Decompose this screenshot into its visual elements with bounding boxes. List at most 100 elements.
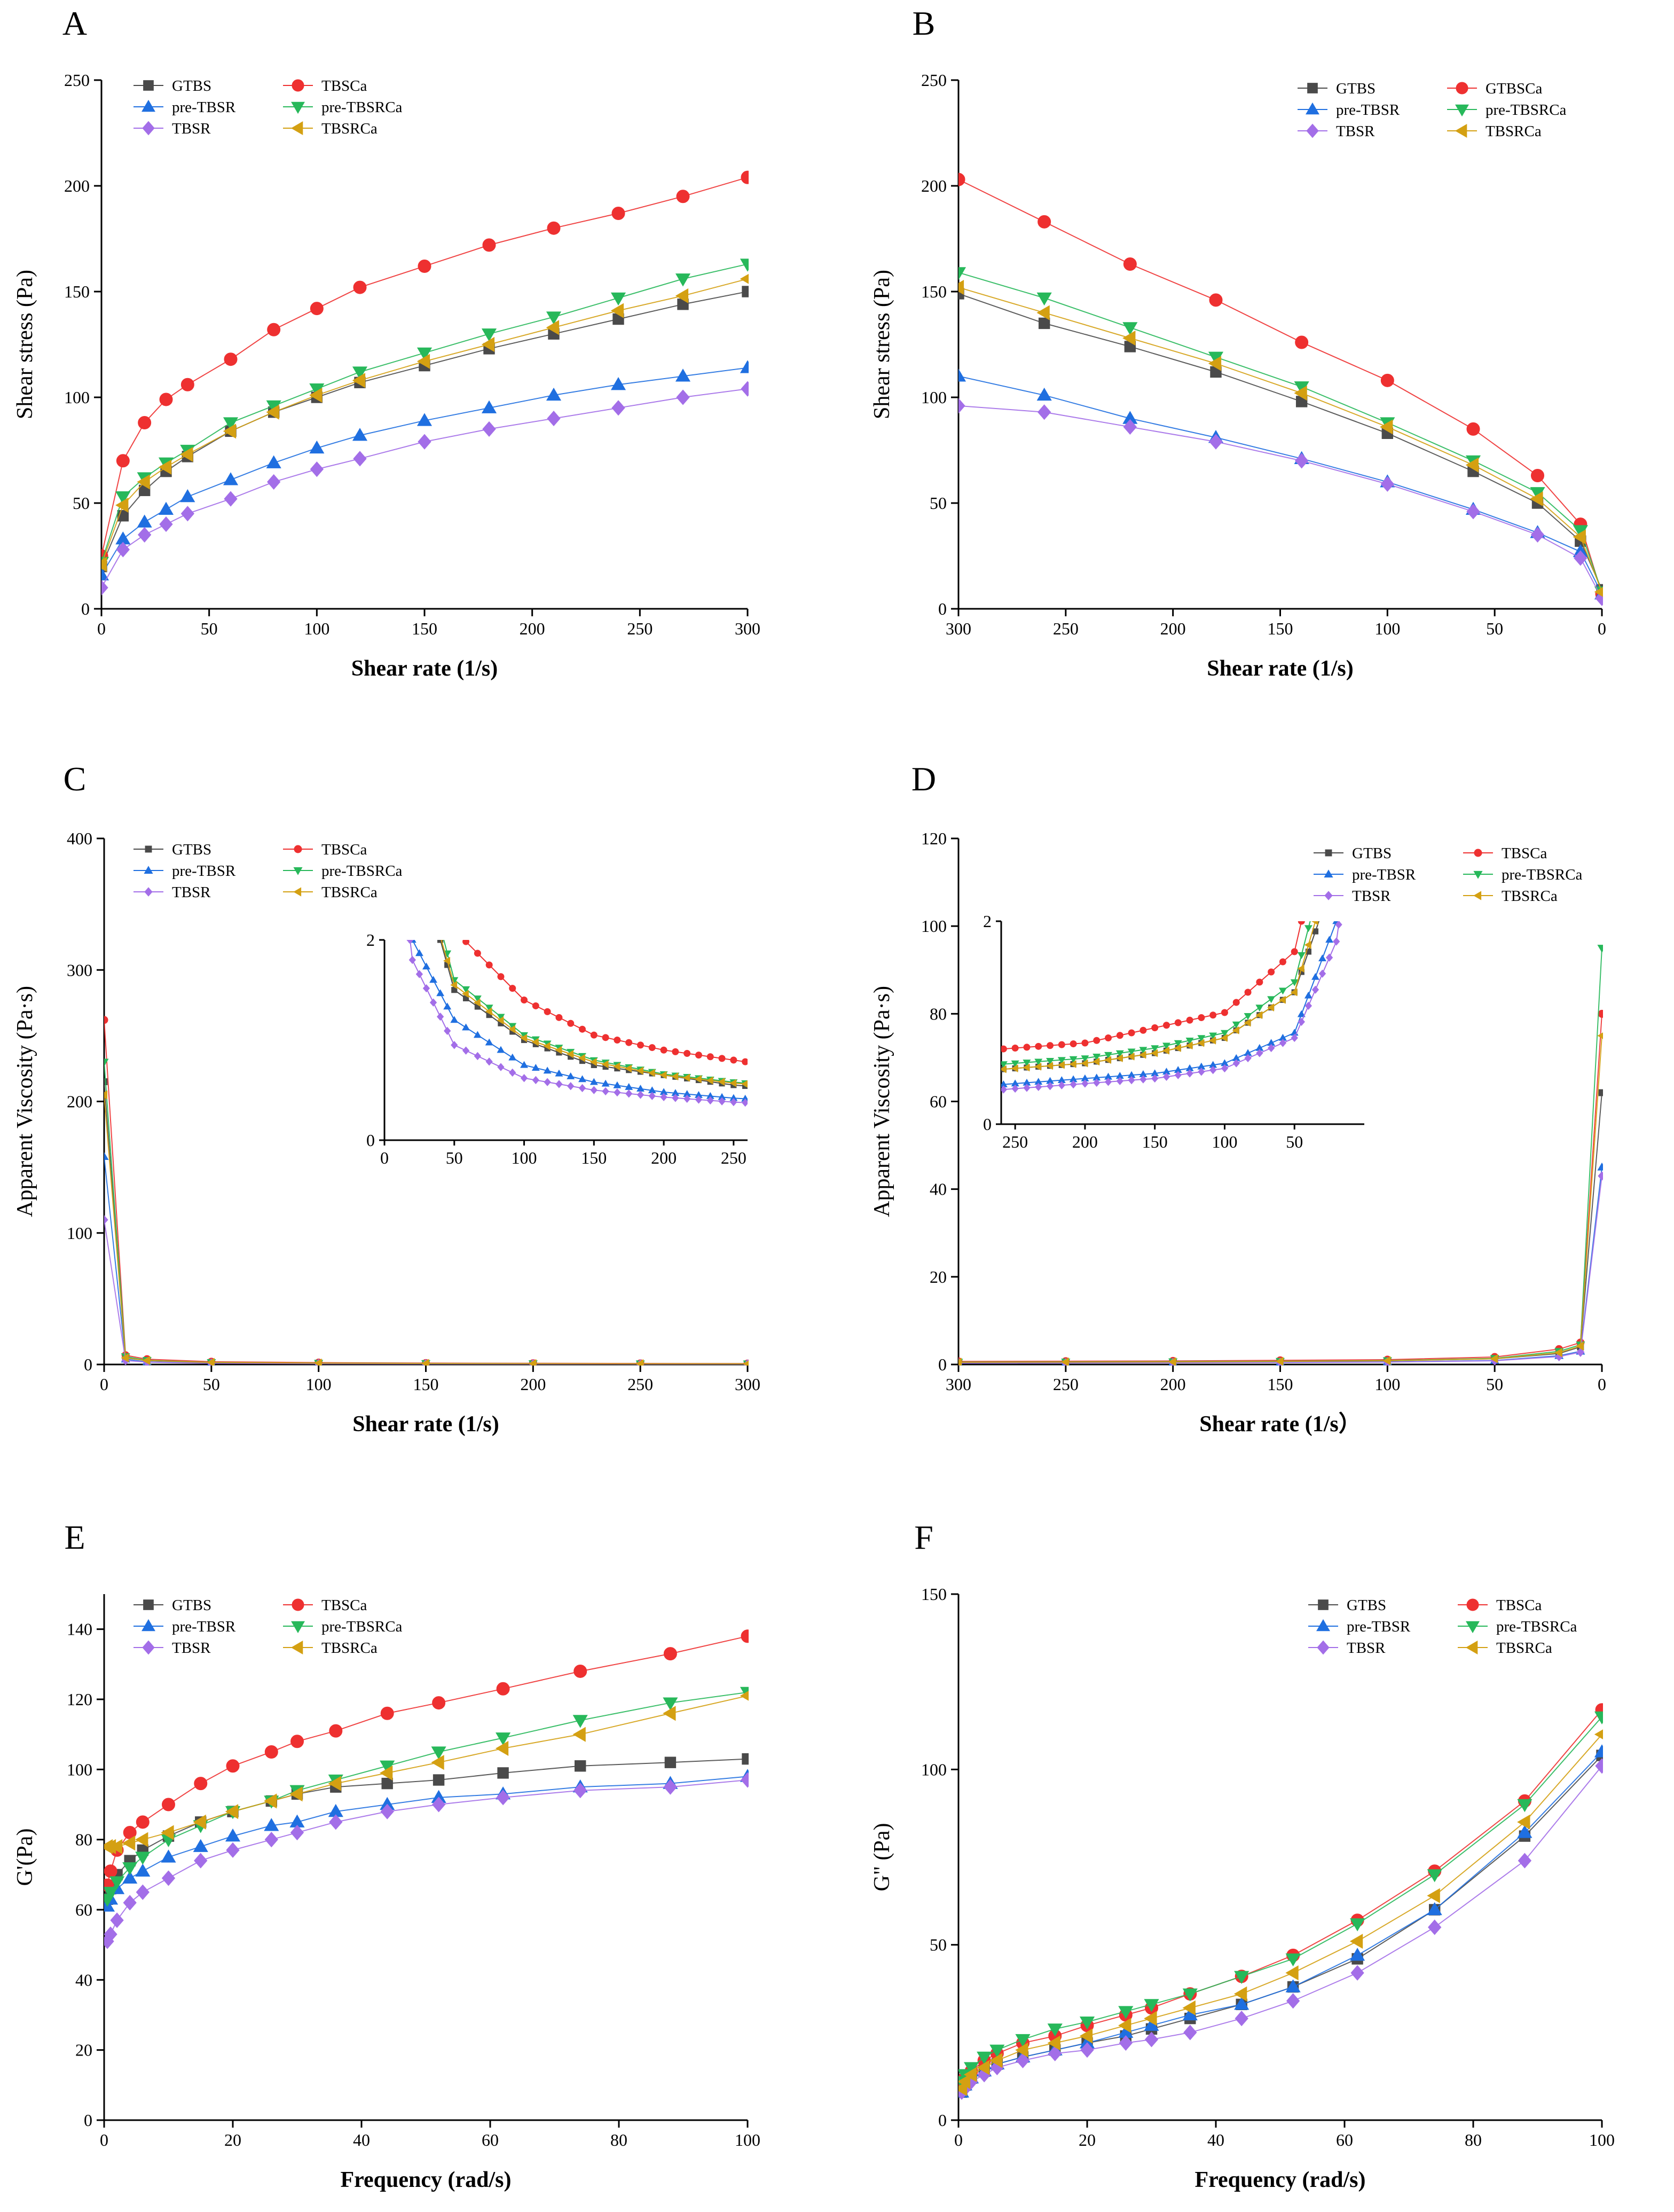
panel-c-inset-point-TBSR [405, 916, 411, 924]
panel-c-inset-point-TBSR [625, 1089, 633, 1098]
panel-c-inset-point-TBSCa [462, 940, 470, 945]
panel-d-inset-point-TBSR [1001, 1085, 1008, 1094]
panel-c-point-pre-TBSR [104, 1152, 109, 1160]
panel-f-point-TBSR [1016, 2052, 1030, 2068]
panel-e-point-TBSCa [380, 1706, 394, 1720]
panel-c-inset-point-TBSRCa [718, 1078, 725, 1086]
panel-c-inset-point-pre-TBSR [765, 1096, 772, 1102]
panel-c-inset-point-TBSR [695, 1095, 703, 1104]
panel-a-legend-label: TBSR [172, 120, 211, 137]
panel-c-inset-point-GTBS [789, 1087, 795, 1092]
panel-e-legend-marker-GTBS [143, 1599, 154, 1610]
panel-d-point-pre-TBSR [1597, 1162, 1603, 1171]
panel-c-y-axis-title: Apparent Viscosity (Pa·s) [13, 986, 37, 1217]
panel-d-inset-point-TBSCa [1081, 1039, 1089, 1047]
panel-e-legend-label: pre-TBSR [172, 1618, 236, 1635]
panel-c-inset-point-pre-TBSR [436, 989, 445, 997]
panel-c-inset-point-TBSRCa [648, 1069, 655, 1077]
panel-c-inset: 0 50 100 150 200 250 0 2 [347, 537, 807, 1172]
panel-d-inset-x-tick-label: 250 [1002, 1132, 1028, 1151]
panel-a-point-TBSRCa [352, 373, 366, 388]
panel-e-x-axis-title: Frequency (rad/s) [340, 2168, 511, 2192]
panel-a-point-TBSCa [224, 352, 238, 366]
panel-a-point-TBSRCa [416, 354, 430, 369]
panel-f-point-TBSRCa [1047, 2035, 1060, 2051]
panel-a-point-TBSR [267, 474, 281, 490]
panel-c-inset-point-TBSCa [444, 895, 451, 901]
panel-b-point-pre-TBSR [1036, 387, 1052, 401]
panel-e-point-GTBS [664, 1756, 677, 1768]
panel-c-inset-point-pre-TBSRCa [765, 1083, 772, 1088]
panel-d-inset-point-TBSR [1256, 1049, 1263, 1057]
panel-c-inset-point-pre-TBSR [404, 869, 411, 875]
panel-c-inset-point-TBSRCa [625, 1064, 632, 1073]
panel-c-inset-point-TBSR [672, 1094, 679, 1102]
panel-e-point-TBSR [741, 1772, 749, 1788]
panel-f-point-pre-TBSRCa [1118, 2006, 1134, 2019]
panel-e-x-tick-label: 40 [353, 2130, 370, 2150]
panel-d-inset-point-pre-TBSRCa [1304, 925, 1313, 932]
panel-d-inset-x-tick-label: 200 [1072, 1132, 1098, 1151]
panel-b-x-tick-label: 100 [1374, 619, 1400, 638]
panel-c-inset-x-tick-label: 0 [380, 1148, 389, 1167]
panel-b-point-TBSR [1380, 476, 1394, 492]
panel-c-inset-point-TBSRCa [531, 1038, 539, 1046]
panel-c-inset-point-TBSCa [789, 1065, 795, 1072]
panel-a-point-TBSR [741, 381, 749, 397]
panel-d-inset-point-TBSCa [1047, 1042, 1054, 1049]
panel-d-inset-point-TBSR [1345, 853, 1351, 861]
panel-b-point-TBSRCa [1594, 586, 1603, 597]
panel-f-point-TBSRCa [977, 2060, 990, 2075]
panel-a-point-TBSRCa [223, 423, 237, 439]
panel-c-legend-marker-TBSR [144, 887, 153, 897]
panel-c-inset-point-TBSCa [567, 1019, 575, 1027]
panel-c-inset-point-pre-TBSR [776, 1097, 783, 1103]
panel-c-inset-point-pre-TBSRCa [395, 537, 402, 543]
panel-d-inset-point-TBSCa [1256, 978, 1263, 986]
panel-d-inset-point-TBSRCa [1232, 1026, 1239, 1034]
panel-c-inset-point-TBSCa [765, 1062, 772, 1068]
panel-d-inset-point-TBSRCa [1342, 745, 1348, 752]
panel-c-inset-point-pre-TBSR [397, 770, 404, 775]
panel-c-inset-point-TBSR [474, 1052, 482, 1061]
panel-e-point-TBSRCa [109, 1839, 123, 1854]
panel-d-series-line-TBSR [958, 1175, 1602, 1364]
panel-d-inset-point-TBSCa [1023, 1044, 1031, 1051]
panel-d-inset-point-TBSCa [1151, 1024, 1159, 1031]
panel-a-point-TBSRCa [137, 474, 150, 490]
panel-e-point-pre-TBSR [225, 1828, 241, 1842]
panel-c-inset-point-TBSRCa [399, 703, 405, 710]
panel-d-legend-label: TBSRCa [1502, 888, 1558, 905]
panel-a-point-pre-TBSR [223, 472, 239, 485]
panel-d-inset-point-GTBS [1338, 817, 1343, 822]
panel-c-inset-point-pre-TBSR [395, 736, 402, 742]
panel-a-point-pre-TBSR [740, 360, 749, 373]
panel-b-x-tick-label: 300 [946, 619, 971, 638]
panel-b-series-line-TBSR [958, 405, 1602, 599]
panel-e-point-pre-TBSRCa [122, 1862, 138, 1876]
panel-d-inset-point-TBSR [1151, 1074, 1159, 1083]
panel-c-inset-point-TBSCa [590, 1031, 598, 1039]
panel-e-x-tick-label: 0 [100, 2130, 108, 2150]
panel-c-inset-point-pre-TBSR [601, 1079, 610, 1087]
panel-e-legend-marker-TBSR [142, 1640, 155, 1655]
panel-f-point-pre-TBSRCa [1594, 1711, 1603, 1725]
panel-d-inset-point-TBSCa [1093, 1037, 1101, 1044]
panel-d-inset-point-TBSCa [1116, 1032, 1123, 1039]
panel-d-inset-point-TBSCa [1232, 999, 1240, 1006]
panel-d-inset-x-tick-label: 100 [1212, 1132, 1237, 1151]
panel-a-point-TBSR [611, 400, 625, 416]
panel-c-inset-point-TBSCa [800, 1067, 807, 1073]
panel-f-point-pre-TBSRCa [1350, 1918, 1365, 1932]
panel-a-point-TBSCa [116, 454, 130, 468]
panel-a-point-TBSCa [159, 393, 173, 406]
panel-d-inset-point-pre-TBSRCa [1342, 716, 1349, 721]
panel-f-point-TBSRCa [1234, 1986, 1247, 2002]
panel-a-legend-marker-GTBS [143, 80, 154, 91]
panel-f-point-pre-TBSRCa [977, 2051, 992, 2065]
panel-c-inset-point-TBSR [765, 1100, 772, 1108]
panel-b-x-tick-label: 200 [1160, 619, 1186, 638]
panel-b-point-TBSCa [1123, 257, 1137, 271]
panel-a-x-tick-label: 50 [201, 619, 218, 638]
